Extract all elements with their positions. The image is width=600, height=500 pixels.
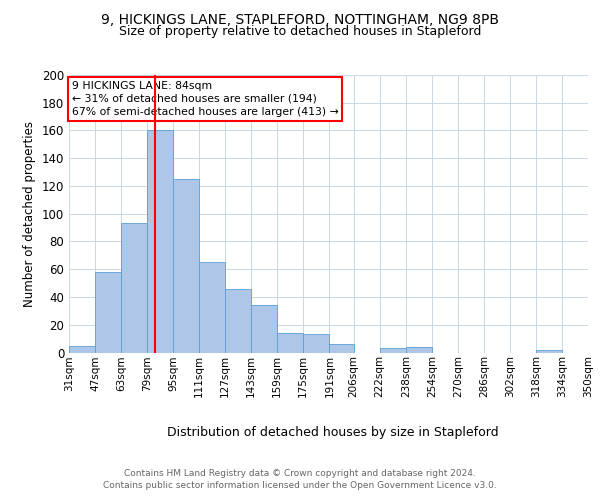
Bar	[147, 130, 173, 352]
Text: 9 HICKINGS LANE: 84sqm
← 31% of detached houses are smaller (194)
67% of semi-de: 9 HICKINGS LANE: 84sqm ← 31% of detached…	[71, 80, 338, 117]
Bar	[303, 334, 329, 352]
Bar	[69, 346, 95, 352]
Text: Size of property relative to detached houses in Stapleford: Size of property relative to detached ho…	[119, 25, 481, 38]
Bar	[95, 272, 121, 352]
Text: Contains public sector information licensed under the Open Government Licence v3: Contains public sector information licen…	[103, 480, 497, 490]
Bar	[380, 348, 406, 352]
Text: Contains HM Land Registry data © Crown copyright and database right 2024.: Contains HM Land Registry data © Crown c…	[124, 470, 476, 478]
Bar	[121, 224, 147, 352]
Text: Distribution of detached houses by size in Stapleford: Distribution of detached houses by size …	[167, 426, 499, 439]
Y-axis label: Number of detached properties: Number of detached properties	[23, 120, 36, 306]
Bar	[251, 306, 277, 352]
Bar	[406, 347, 432, 352]
Bar	[536, 350, 562, 352]
Bar	[225, 288, 251, 352]
Bar	[329, 344, 354, 352]
Bar	[173, 179, 199, 352]
Bar	[277, 333, 303, 352]
Bar	[199, 262, 225, 352]
Text: 9, HICKINGS LANE, STAPLEFORD, NOTTINGHAM, NG9 8PB: 9, HICKINGS LANE, STAPLEFORD, NOTTINGHAM…	[101, 12, 499, 26]
